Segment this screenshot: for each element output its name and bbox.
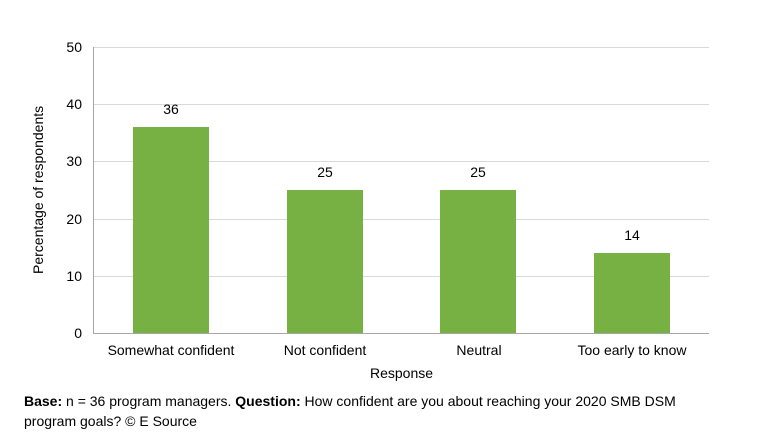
x-axis-line [93,333,709,334]
x-category-label: Too early to know [577,342,687,358]
gridline [94,104,709,105]
bar [287,190,363,333]
y-tick-label: 0 [74,325,82,341]
footnote-base-label: Base: [24,393,63,409]
gridline [94,219,709,220]
y-axis-line [93,47,94,334]
y-tick-label: 40 [66,96,82,112]
bar-value-label: 14 [624,227,640,243]
footnote-question-label: Question: [235,393,301,409]
footnote-question-text: How confident are you about reaching you… [24,393,676,429]
bar-value-label: 25 [317,164,333,180]
bar-value-label: 25 [470,164,486,180]
bar [594,253,670,333]
footnote: Base: n = 36 program managers. Question:… [24,391,708,431]
x-category-label: Somewhat confident [107,342,235,358]
y-tick-label: 10 [66,268,82,284]
bar [133,127,209,333]
y-tick-label: 50 [66,39,82,55]
x-category-label: Neutral [456,342,502,358]
bar-value-label: 36 [163,101,179,117]
gridline [94,161,709,162]
gridline [94,47,709,48]
y-tick-label: 20 [66,211,82,227]
bar [440,190,516,333]
x-axis-title: Response [369,365,434,381]
y-axis-title: Percentage of respondents [30,105,46,275]
x-category-label: Not confident [283,342,367,358]
y-tick-label: 30 [66,153,82,169]
footnote-base-text: n = 36 program managers. [62,393,236,409]
gridline [94,276,709,277]
